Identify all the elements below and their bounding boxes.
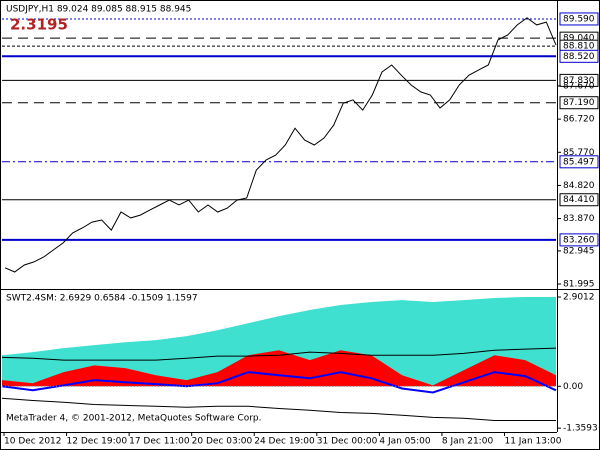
y-tick-label: 0.00 bbox=[563, 382, 583, 392]
annotation: 2.3195 bbox=[10, 16, 68, 34]
indicator-area bbox=[2, 297, 556, 387]
y-tick-label: 84.820 bbox=[563, 181, 595, 191]
x-tick-label: 24 Dec 19:00 bbox=[254, 437, 315, 447]
y-tick-label: 86.720 bbox=[563, 115, 595, 125]
level-label: 89.040 bbox=[563, 34, 595, 44]
y-tick-label: 83.870 bbox=[563, 214, 595, 224]
x-tick-label: 12 Dec 19:00 bbox=[67, 437, 128, 447]
y-tick-label: 2.9012 bbox=[563, 293, 595, 303]
level-label-box bbox=[559, 155, 599, 169]
level-label-box bbox=[559, 73, 599, 87]
y-tick-label: 85.770 bbox=[563, 148, 595, 158]
x-tick-label: 8 Jan 21:00 bbox=[442, 437, 494, 447]
indicator-line bbox=[1, 347, 557, 361]
level-label: 85.497 bbox=[563, 157, 595, 167]
level-label: 84.410 bbox=[563, 195, 595, 205]
y-tick-label: 81.995 bbox=[563, 280, 595, 290]
footer: MetaTrader 4, © 2001-2012, MetaQuotes So… bbox=[6, 414, 262, 424]
level-label: 87.190 bbox=[563, 98, 595, 108]
x-tick-label: 17 Dec 11:00 bbox=[129, 437, 190, 447]
indicator-area bbox=[2, 350, 556, 387]
level-label: 89.590 bbox=[563, 14, 595, 24]
x-tick-label: 11 Jan 13:00 bbox=[504, 437, 561, 447]
level-label: 88.810 bbox=[563, 42, 595, 52]
level-label: 88.520 bbox=[563, 52, 595, 62]
y-tick-label: -1.3593 bbox=[563, 424, 598, 434]
level-label-box bbox=[559, 49, 599, 63]
x-tick-label: 10 Dec 2012 bbox=[4, 437, 62, 447]
level-label: 83.260 bbox=[563, 235, 595, 245]
level-label: 87.830 bbox=[563, 76, 595, 86]
y-tick-label: 87.670 bbox=[563, 81, 595, 91]
indicator-line bbox=[1, 371, 557, 394]
x-tick-label: 4 Jan 05:00 bbox=[379, 437, 431, 447]
level-label-box bbox=[559, 12, 599, 26]
layer bbox=[1, 17, 557, 421]
level-label-box bbox=[559, 233, 599, 247]
price-line bbox=[4, 17, 557, 273]
level-label-box bbox=[559, 193, 599, 207]
indicator-line bbox=[1, 397, 556, 421]
indicator-title: SWT2.4SM: 2.6929 0.6584 -0.1509 1.1597 bbox=[6, 294, 198, 304]
x-tick-label: 31 Dec 00:00 bbox=[317, 437, 378, 447]
x-tick-label: 20 Dec 03:00 bbox=[192, 437, 253, 447]
chart-title: USDJPY,H1 89.024 89.085 88.915 88.945 bbox=[6, 5, 191, 15]
level-label-box bbox=[559, 96, 599, 110]
y-tick-label: 82.945 bbox=[563, 246, 595, 256]
